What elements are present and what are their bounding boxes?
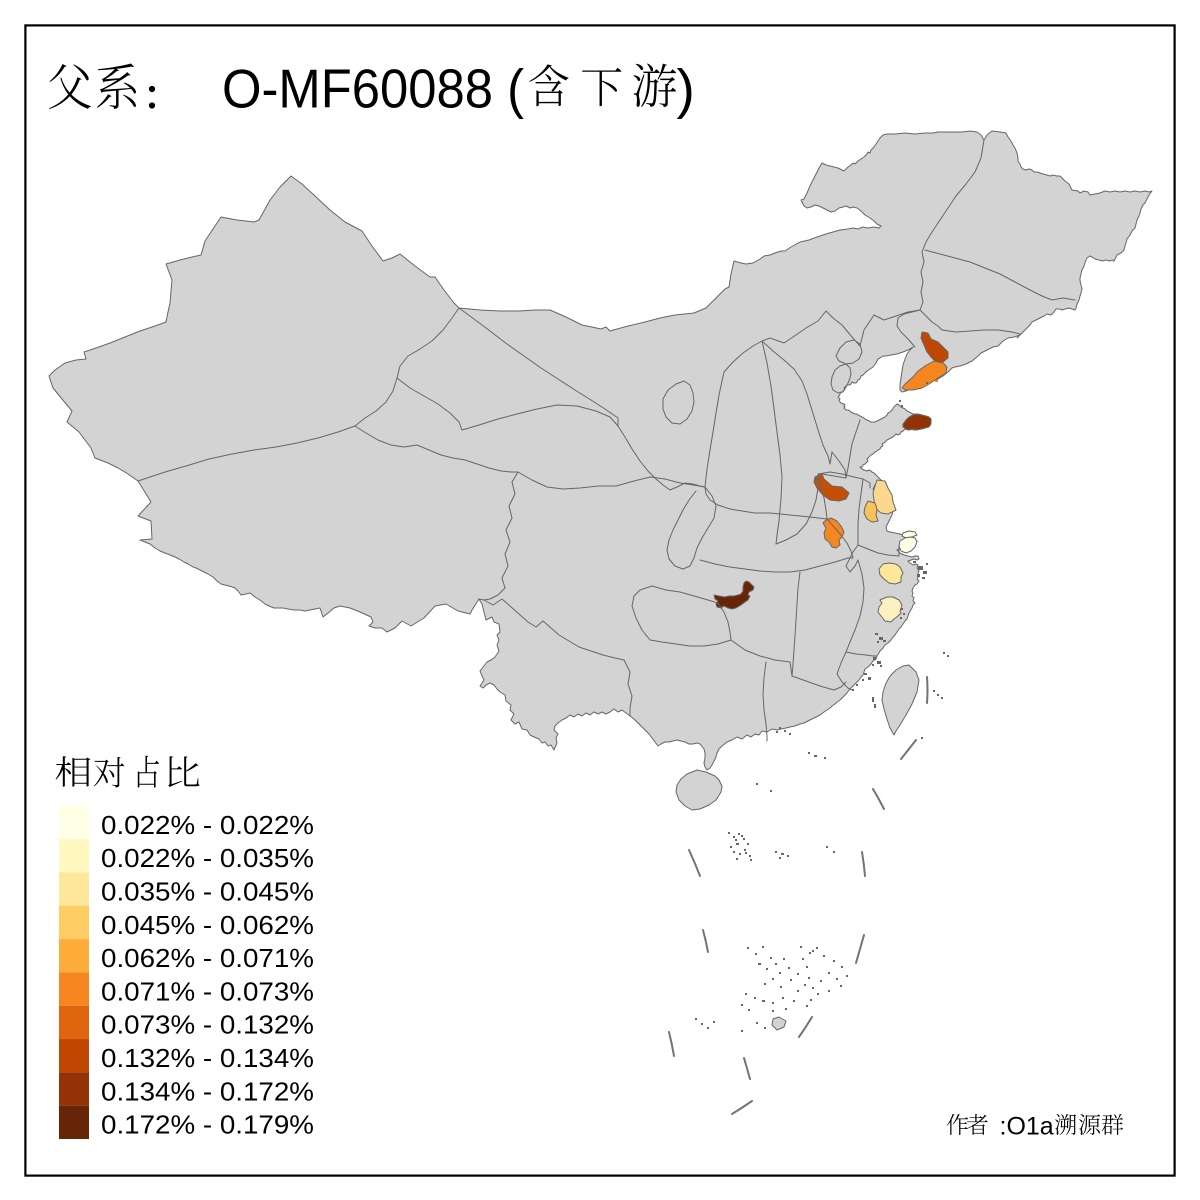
svg-text:0.035% - 0.045%: 0.035% - 0.045%: [101, 878, 314, 906]
svg-text:0.073% - 0.132%: 0.073% - 0.132%: [101, 1012, 314, 1040]
svg-text:0.062% - 0.071%: 0.062% - 0.071%: [101, 945, 314, 973]
svg-text:O-MF60088 (: O-MF60088 (: [222, 58, 524, 120]
svg-text:0.045% - 0.062%: 0.045% - 0.062%: [101, 912, 314, 940]
svg-text:0.022% - 0.022%: 0.022% - 0.022%: [101, 812, 314, 840]
svg-text:): ): [677, 58, 695, 120]
svg-text:0.132% - 0.134%: 0.132% - 0.134%: [101, 1045, 314, 1073]
svg-text::O1a: :O1a: [1000, 1113, 1054, 1141]
svg-text:0.071% - 0.073%: 0.071% - 0.073%: [101, 978, 314, 1006]
svg-text:0.134% - 0.172%: 0.134% - 0.172%: [101, 1078, 314, 1106]
svg-text:0.172% - 0.179%: 0.172% - 0.179%: [101, 1112, 314, 1140]
svg-text:0.022% - 0.035%: 0.022% - 0.035%: [101, 845, 314, 873]
